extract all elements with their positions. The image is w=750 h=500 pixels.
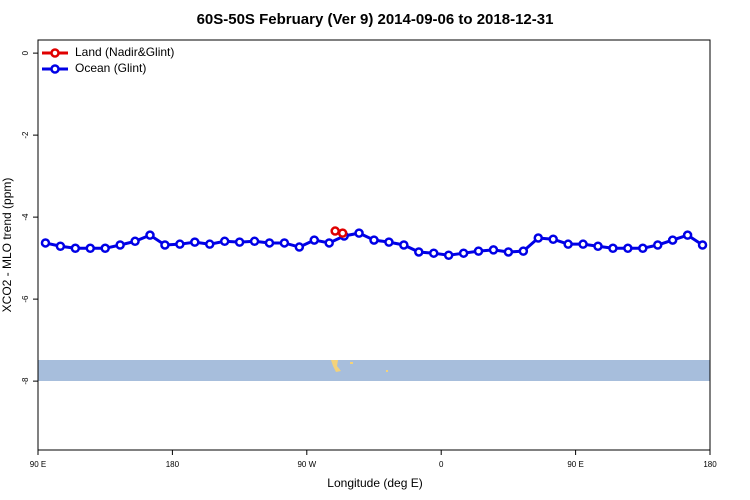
x-tick-label: 90 W (297, 460, 316, 469)
data-point (563, 239, 573, 249)
data-point (234, 237, 245, 247)
y-axis-label: XCO2 - MLO trend (ppm) (0, 178, 14, 313)
y-tick-label: -8 (21, 377, 30, 385)
data-point (548, 234, 558, 245)
data-point (115, 240, 125, 250)
legend-label: Ocean (Glint) (75, 61, 146, 75)
y-tick-label: 0 (21, 50, 30, 55)
y-tick-label: -4 (21, 213, 30, 221)
data-point (130, 236, 140, 247)
land-shape (350, 362, 353, 364)
data-point (428, 248, 439, 258)
x-tick-label: 0 (439, 460, 444, 469)
data-point (503, 247, 514, 257)
data-point (354, 228, 364, 238)
data-point (399, 240, 409, 250)
chart-title: 60S-50S February (Ver 9) 2014-09-06 to 2… (197, 11, 554, 28)
data-point (160, 240, 170, 250)
data-point (85, 243, 96, 254)
x-axis-label: Longitude (deg E) (327, 476, 422, 490)
data-point (324, 238, 334, 248)
plot-frame (37, 39, 711, 451)
data-point (638, 243, 648, 254)
data-point (652, 240, 663, 250)
data-point (384, 237, 394, 247)
data-point (458, 248, 469, 258)
legend-label: Land (Nadir&Glint) (75, 45, 174, 59)
data-point (264, 238, 275, 248)
data-point (204, 239, 215, 249)
y-tick-label: -2 (21, 131, 30, 139)
data-point (219, 236, 230, 247)
legend-marker (50, 64, 60, 74)
data-point (578, 239, 588, 249)
x-tick-label: 180 (166, 460, 180, 469)
data-point (249, 236, 260, 247)
data-point (175, 239, 185, 249)
data-point (279, 238, 290, 248)
data-point (682, 230, 693, 240)
legend-marker (50, 48, 60, 58)
data-point (330, 226, 340, 236)
land-shape (386, 370, 388, 372)
x-tick-label: 90 E (567, 460, 583, 469)
data-point (667, 235, 678, 245)
data-point (145, 230, 155, 240)
data-point (518, 246, 529, 256)
data-point (40, 238, 51, 248)
data-point (294, 242, 305, 252)
data-point (190, 237, 200, 247)
data-point (623, 243, 633, 254)
map-strip (38, 360, 710, 381)
land-shape (331, 360, 341, 372)
data-point (443, 250, 454, 260)
data-point (414, 247, 424, 257)
data-point (533, 233, 544, 243)
data-point (473, 246, 484, 256)
x-tick-label: 180 (703, 460, 717, 469)
data-point (593, 241, 603, 251)
data-point (369, 235, 379, 245)
data-point (488, 245, 499, 255)
y-tick-label: -6 (21, 295, 30, 303)
data-point (337, 228, 348, 238)
data-point (55, 241, 66, 251)
data-point (697, 240, 708, 250)
data-point (309, 235, 320, 245)
data-point (100, 243, 110, 254)
data-point (70, 243, 81, 254)
data-point (608, 243, 618, 254)
x-tick-label: 90 E (30, 460, 46, 469)
